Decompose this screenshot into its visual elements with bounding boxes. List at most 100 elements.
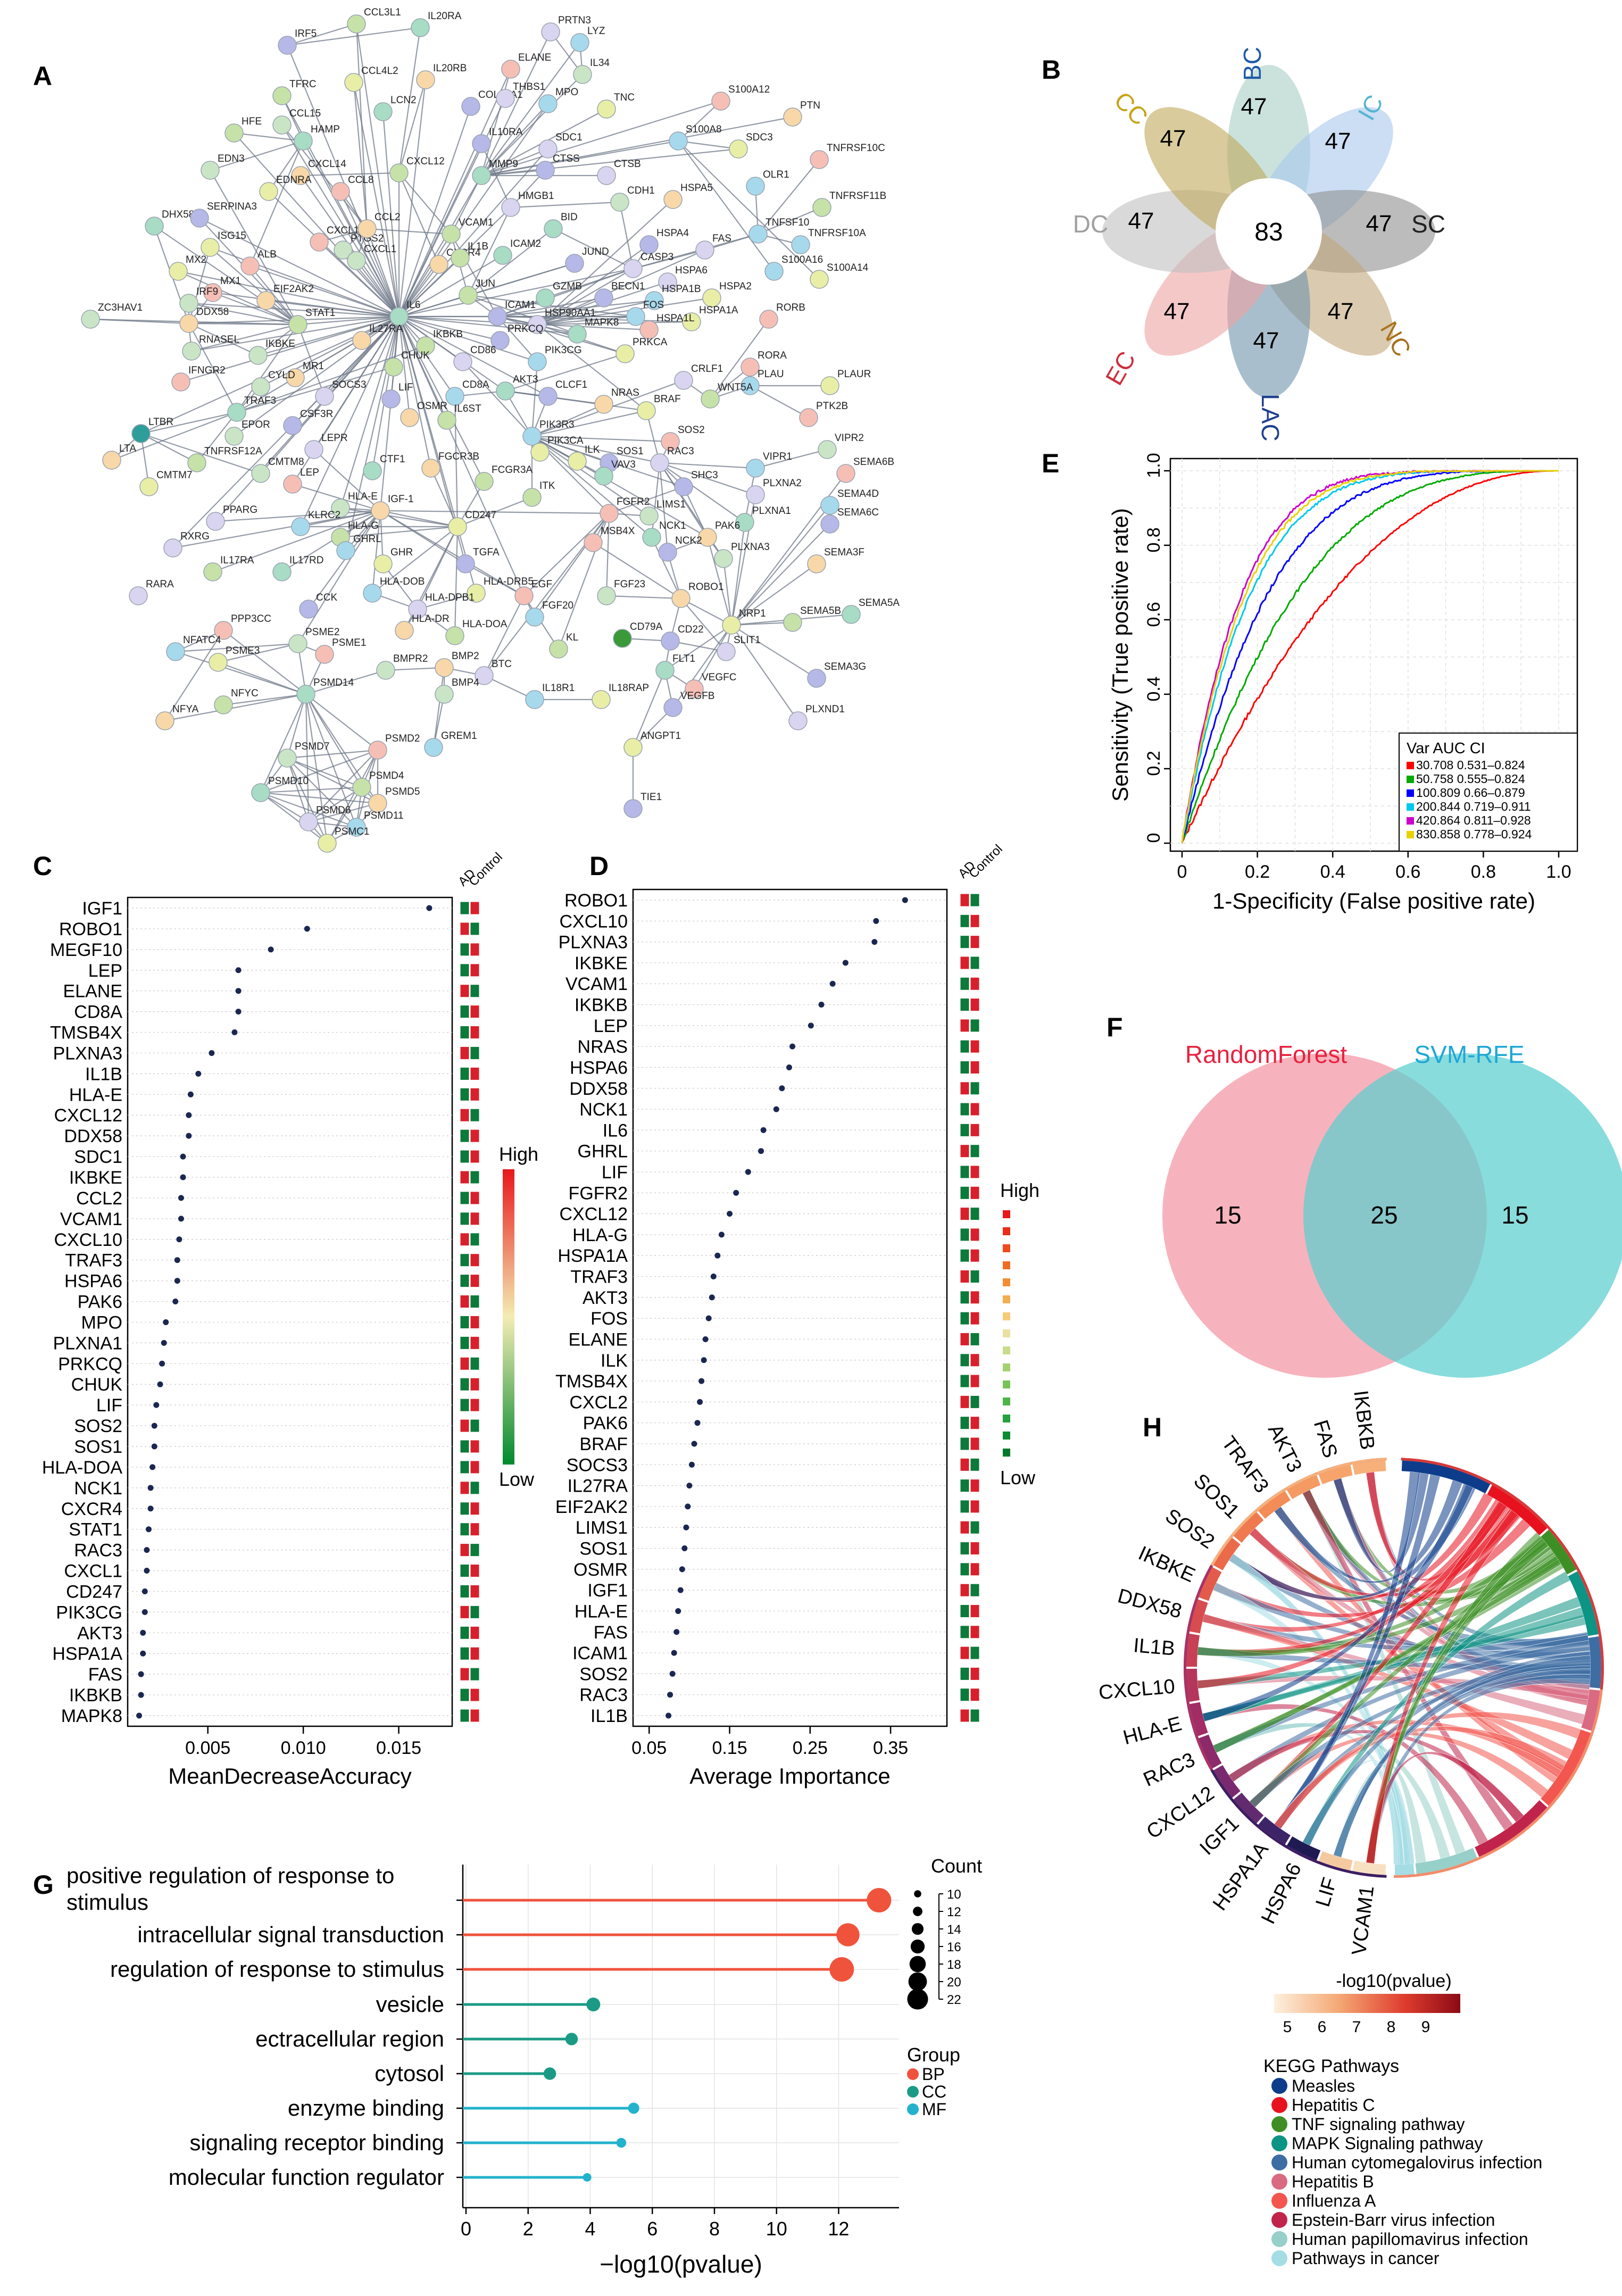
importance-dot (677, 1587, 684, 1593)
network-node: CASP3 (623, 252, 673, 278)
network-node-label: HLA-DPB1 (425, 592, 475, 603)
importance-dot (829, 980, 836, 987)
network-edge (297, 324, 326, 397)
colorbar-segment (1003, 1295, 1010, 1303)
ad-cell (960, 1688, 970, 1702)
ad-cell (460, 1274, 470, 1288)
ad-cell (960, 1437, 970, 1451)
network-node-label: DDX58 (196, 306, 229, 318)
network-node-label: ELANE (518, 52, 551, 63)
network-node: LEP (283, 467, 319, 494)
network-node: RORA (741, 350, 787, 377)
network-node-label: CSF3R (300, 409, 333, 420)
term-label: intracellular signal transduction (137, 1922, 444, 1947)
network-node: NFYC (214, 688, 259, 714)
network-node: HSPA1B (645, 284, 701, 310)
gene-arc (1352, 1460, 1386, 1475)
network-node-label: HSPA1A (699, 305, 738, 316)
network-node: BRAF (637, 394, 681, 420)
gene-label: GHRL (578, 1142, 628, 1162)
network-edge (297, 510, 381, 644)
network-edge (651, 537, 681, 599)
ad-cell (960, 893, 970, 907)
network-node: IL10RA (472, 127, 523, 153)
gene-label: IL6 (603, 1120, 628, 1141)
network-node-label: LIMS1 (656, 499, 686, 510)
venn-petal-value: 47 (1366, 211, 1392, 237)
network-node: CLCF1 (538, 379, 587, 406)
network-edge (451, 175, 482, 235)
network-node-label: SERPINA3 (207, 201, 257, 212)
term-label: signaling receptor binding (189, 2130, 444, 2155)
x-axis-title: 1-Specificity (False positive rate) (1212, 888, 1535, 913)
gene-label: FAS (594, 1623, 628, 1643)
venn-petal-value: 47 (1160, 126, 1186, 152)
control-cell (970, 1102, 980, 1116)
network-node-label: VIPR2 (835, 432, 864, 444)
pathway-outer-arc (1577, 1569, 1602, 1635)
x-tick-label: 0.6 (1395, 862, 1420, 882)
network-node-label: CXCL14 (308, 159, 346, 170)
network-node: BMP2 (435, 651, 479, 677)
network-node: HSPA2 (702, 281, 752, 307)
network-node: VIPR2 (818, 432, 864, 459)
colorbar-segment (1003, 1227, 1010, 1235)
colorbar-tick-label: 6 (1318, 2018, 1327, 2036)
network-edge (260, 316, 400, 387)
kegg-legend-dot (1271, 2250, 1287, 2266)
network-edge (199, 218, 400, 317)
importance-dot (688, 1461, 695, 1468)
chord-ribbon (1228, 1640, 1590, 1782)
network-edge (367, 228, 452, 235)
gene-outer-arc (1230, 1799, 1258, 1826)
network-node-label: PSMD2 (385, 733, 420, 744)
network-node-label: MAPK8 (585, 317, 619, 328)
colorbar-segment (1003, 1432, 1010, 1440)
legend-entry: 100.809 0.66–0.879 (1416, 786, 1525, 800)
network-node-label: SEMA5B (800, 605, 841, 617)
importance-dot (686, 1483, 693, 1489)
gene-label: HSPA6 (1257, 1859, 1306, 1927)
network-node-label: STAT1 (305, 307, 335, 319)
legend-swatch (1407, 831, 1414, 838)
network-node-label: MMP9 (489, 159, 518, 170)
network-edge (305, 694, 310, 822)
colorbar (1274, 1994, 1460, 2013)
legend-box (1399, 733, 1578, 852)
control-cell (470, 1150, 480, 1163)
network-edge (651, 462, 661, 538)
count-legend-label: 12 (947, 1905, 961, 1919)
network-node-label: FGCR3B (438, 451, 479, 462)
lollipop-head (628, 2102, 639, 2114)
pathway-outer-arc (1548, 1732, 1594, 1809)
gene-label: PLXNA3 (53, 1043, 122, 1063)
network-edge (680, 598, 727, 652)
network-node-label: GHRL (353, 534, 381, 545)
pathway-arc (1415, 1848, 1477, 1874)
network-edge (286, 758, 310, 822)
control-cell (470, 1087, 480, 1101)
network-edge (664, 625, 732, 671)
gene-label: HLA-E (1121, 1712, 1184, 1749)
pathway-arc (1541, 1529, 1577, 1575)
gene-arc (1213, 1537, 1241, 1571)
gene-label: ROBO1 (59, 919, 122, 939)
legend-high: High (1000, 1179, 1039, 1201)
network-node-label: PLAU (758, 369, 784, 380)
network-node-label: IFNGR2 (188, 365, 226, 376)
network-edge (659, 462, 745, 523)
network-edge (355, 23, 368, 229)
network-node: PRKCQ (490, 323, 544, 350)
gene-label: HLA-E (575, 1601, 628, 1621)
network-edge (609, 486, 684, 514)
network-node: PLAU (741, 369, 784, 395)
ad-cell (460, 1170, 470, 1184)
control-cell (970, 1688, 980, 1702)
control-cell (470, 1646, 480, 1660)
network-node-label: TNFRSF11B (829, 190, 886, 202)
network-edge (457, 496, 533, 528)
network-node: PIK3CA (530, 435, 584, 462)
network-node-label: HSPA1L (656, 313, 694, 324)
